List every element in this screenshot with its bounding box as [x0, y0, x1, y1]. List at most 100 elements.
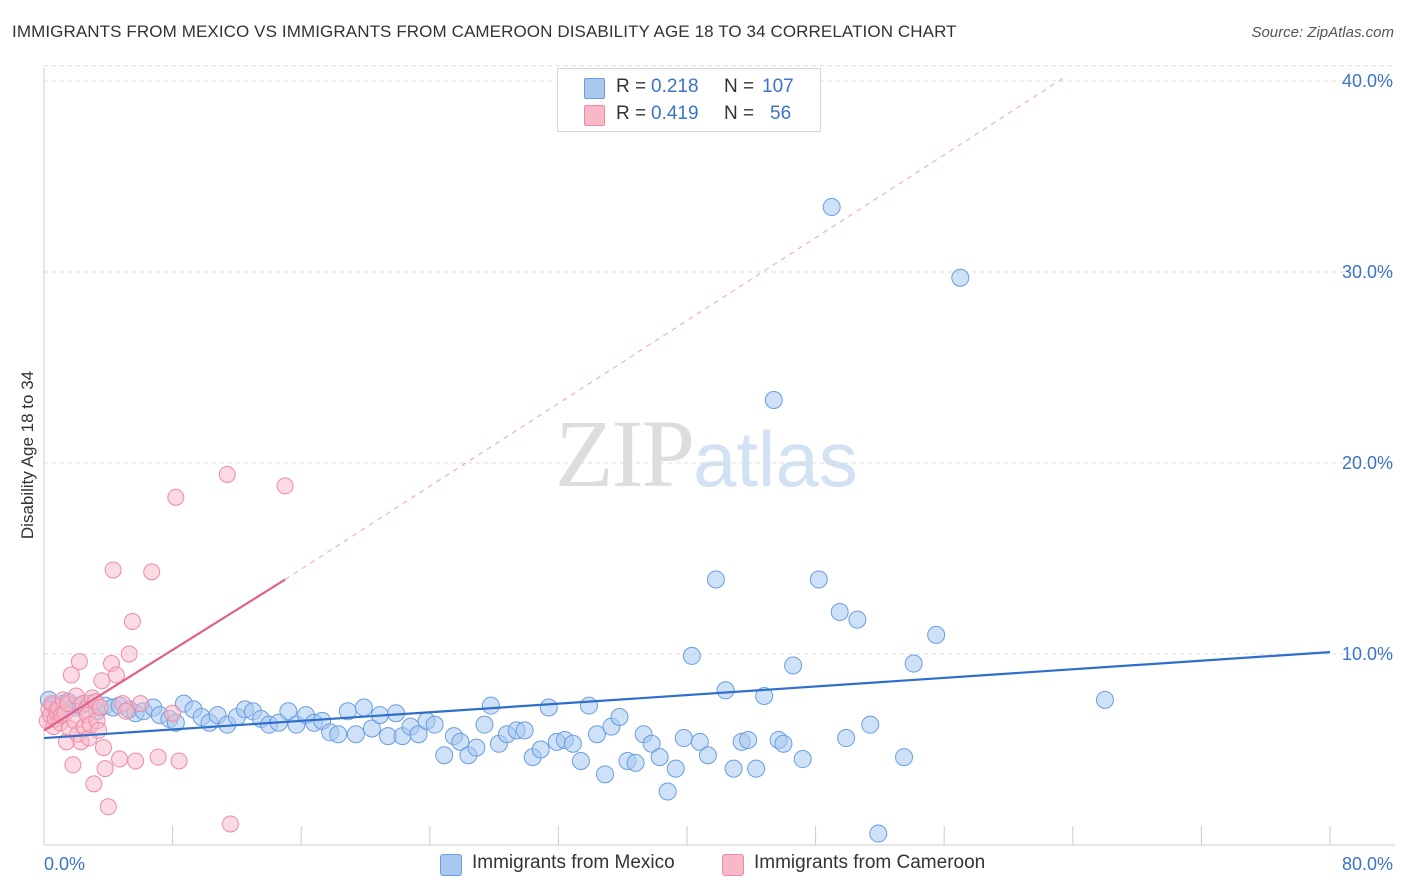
y-tick-label: 10.0%	[1342, 644, 1393, 664]
mexico-point	[951, 268, 970, 287]
mexico-point	[784, 656, 803, 675]
watermark-zip: ZIP	[555, 400, 695, 507]
mexico-point	[666, 759, 685, 778]
cameroon-trend-extrapolated	[284, 76, 1066, 581]
cameroon-point	[94, 739, 112, 757]
mexico-point	[747, 759, 766, 778]
mexico-point	[674, 729, 693, 748]
cameroon-point	[104, 561, 122, 579]
cameroon-point	[91, 698, 109, 716]
mexico-point	[409, 725, 428, 744]
mexico-point	[481, 696, 500, 715]
cameroon-point	[64, 756, 82, 774]
mexico-point	[571, 751, 590, 770]
mexico-point	[587, 725, 606, 744]
mexico-point	[362, 719, 381, 738]
cameroon-point	[131, 695, 149, 713]
mexico-point	[837, 729, 856, 748]
mexico-point	[650, 748, 669, 767]
cameroon-point	[93, 672, 111, 690]
mexico-point	[329, 725, 348, 744]
mexico-trend-line	[43, 650, 1331, 740]
legend-r-label: R =	[616, 76, 647, 97]
cameroon-point	[276, 477, 294, 495]
watermark: ZIPatlas	[555, 398, 858, 509]
cameroon-point	[107, 666, 125, 684]
mexico-point	[755, 687, 774, 706]
y-tick-label: 40.0%	[1342, 71, 1393, 91]
mexico-point	[1095, 690, 1114, 709]
cameroon-point	[96, 760, 114, 778]
cameroon-point	[70, 653, 88, 671]
legend-swatch-cameroon	[584, 105, 605, 126]
mexico-point	[739, 730, 758, 749]
cameroon-point	[127, 752, 145, 770]
bottom-legend-swatch-cameroon	[722, 854, 744, 876]
mexico-point	[475, 715, 494, 734]
cameroon-point	[149, 748, 167, 766]
mexico-point	[435, 746, 454, 765]
cameroon-trend-line	[43, 578, 286, 732]
y-tick-label: 30.0%	[1342, 262, 1393, 282]
legend-r-value: 0.218	[651, 76, 699, 97]
mexico-point	[895, 748, 914, 767]
cameroon-point	[111, 750, 129, 768]
cameroon-point	[90, 721, 108, 739]
mexico-point	[724, 759, 743, 778]
cameroon-point	[170, 752, 188, 770]
mexico-point	[279, 702, 298, 721]
mexico-point	[451, 732, 470, 751]
mexico-point	[822, 198, 841, 217]
bottom-legend-swatch-mexico	[440, 854, 462, 876]
mexico-point	[531, 740, 550, 759]
cameroon-point	[221, 815, 239, 833]
legend-r-label: R =	[616, 103, 647, 124]
mexico-point	[774, 734, 793, 753]
y-axis-label: Disability Age 18 to 34	[18, 370, 37, 540]
mexico-point	[467, 738, 486, 757]
cameroon-point	[120, 645, 138, 663]
mexico-point	[346, 725, 365, 744]
y-tick-label: 20.0%	[1342, 453, 1393, 473]
mexico-point	[596, 765, 615, 784]
mexico-point	[698, 746, 717, 765]
legend-n-value: 56	[770, 103, 792, 124]
mexico-point	[861, 715, 880, 734]
x-tick-label-max: 80.0%	[1342, 854, 1393, 874]
mexico-point	[706, 570, 725, 589]
mexico-point	[515, 721, 534, 740]
cameroon-point	[164, 704, 182, 722]
mexico-point	[869, 824, 888, 843]
mexico-point	[690, 732, 709, 751]
mexico-point	[563, 734, 582, 753]
mexico-point	[658, 782, 677, 801]
source-credit: Source: ZipAtlas.com	[1251, 24, 1394, 41]
mexico-point	[682, 646, 701, 665]
cameroon-point	[167, 488, 185, 506]
watermark-atlas: atlas	[693, 415, 858, 503]
cameroon-point	[85, 775, 103, 793]
cameroon-point	[62, 666, 80, 684]
legend-r-value: 0.419	[651, 103, 699, 124]
mexico-point	[830, 602, 849, 621]
correlation-legend: R = 0.218 N = 107 R = 0.419 N = 56	[557, 68, 821, 132]
legend-n-label: N =	[724, 103, 755, 124]
mexico-point	[716, 681, 735, 700]
mexico-point	[927, 625, 946, 644]
mexico-point	[809, 570, 828, 589]
mexico-point	[626, 753, 645, 772]
mexico-point	[425, 715, 444, 734]
mexico-point	[764, 390, 783, 409]
mexico-point	[848, 610, 867, 629]
mexico-point	[354, 698, 373, 717]
cameroon-point	[218, 465, 236, 483]
mexico-point	[793, 750, 812, 769]
legend-swatch-mexico	[584, 78, 605, 99]
mexico-point	[904, 654, 923, 673]
chart-title: IMMIGRANTS FROM MEXICO VS IMMIGRANTS FRO…	[12, 22, 957, 41]
x-tick-label-min: 0.0%	[44, 854, 85, 874]
legend-n-label: N =	[724, 76, 755, 97]
bottom-legend-label-mexico: Immigrants from Mexico	[472, 852, 675, 873]
bottom-legend-label-cameroon: Immigrants from Cameroon	[754, 852, 986, 873]
